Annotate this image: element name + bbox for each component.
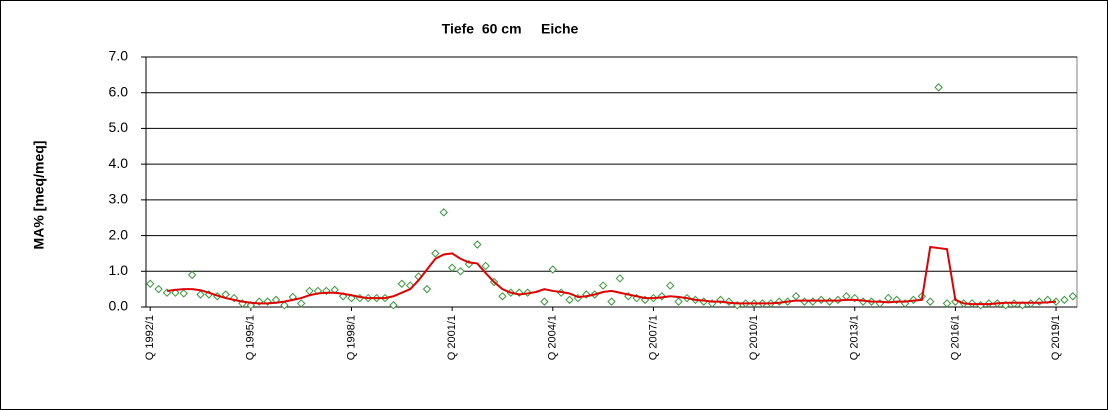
data-point <box>187 270 197 280</box>
data-point <box>431 249 440 258</box>
data-point <box>473 240 482 249</box>
data-point <box>145 279 155 288</box>
data-point <box>154 284 163 294</box>
y-tick-label: 5.0 <box>109 119 129 135</box>
data-point <box>926 297 935 306</box>
y-axis-label: MA% [meq/meq] <box>31 141 47 250</box>
y-tick-label: 6.0 <box>109 83 129 99</box>
data-point <box>296 299 306 308</box>
y-tick-label: 2.0 <box>109 226 129 242</box>
chart-title: Tiefe 60 cm Eiche <box>442 21 579 37</box>
data-point <box>934 83 943 92</box>
data-point <box>389 301 398 310</box>
data-point <box>179 289 188 298</box>
data-point <box>615 274 625 283</box>
y-tick-label: 3.0 <box>109 191 129 207</box>
data-point <box>456 267 465 276</box>
data-point <box>548 265 557 274</box>
data-point <box>666 281 675 290</box>
average-line <box>166 245 1057 306</box>
x-tick-label: Q 1995/1 <box>245 315 257 360</box>
data-point <box>439 208 448 217</box>
x-tick-label: Q 2019/1 <box>1050 315 1062 360</box>
data-point <box>540 297 549 306</box>
y-tick-label: 0.0 <box>109 298 129 314</box>
x-tick-label: Q 2010/1 <box>748 315 760 360</box>
data-point <box>1060 295 1069 305</box>
data-point <box>942 299 952 308</box>
data-point <box>498 292 507 301</box>
plot-area <box>145 56 1078 308</box>
data-point <box>598 281 608 290</box>
x-tick-label: Q 2016/1 <box>949 315 961 360</box>
data-point <box>565 295 574 305</box>
data-point <box>607 297 616 306</box>
x-tick-label: Q 2013/1 <box>849 315 861 360</box>
y-tick-label: 7.0 <box>109 48 129 64</box>
x-tick-label: Q 1992/1 <box>144 315 156 360</box>
y-tick-label: 4.0 <box>109 155 129 171</box>
data-point <box>674 297 683 306</box>
x-tick-label: Q 2001/1 <box>446 315 458 360</box>
data-point <box>1068 292 1078 301</box>
data-point <box>422 284 432 294</box>
data-point <box>397 279 407 288</box>
data-point <box>481 261 490 271</box>
data-point <box>280 301 289 310</box>
x-tick-label: Q 2007/1 <box>647 315 659 360</box>
y-tick-label: 1.0 <box>109 262 129 278</box>
data-point <box>1051 297 1061 306</box>
x-tick-label: Q 2004/1 <box>547 315 559 360</box>
data-point <box>196 290 205 299</box>
x-tick-label: Q 1998/1 <box>345 315 357 360</box>
data-point <box>447 263 457 272</box>
